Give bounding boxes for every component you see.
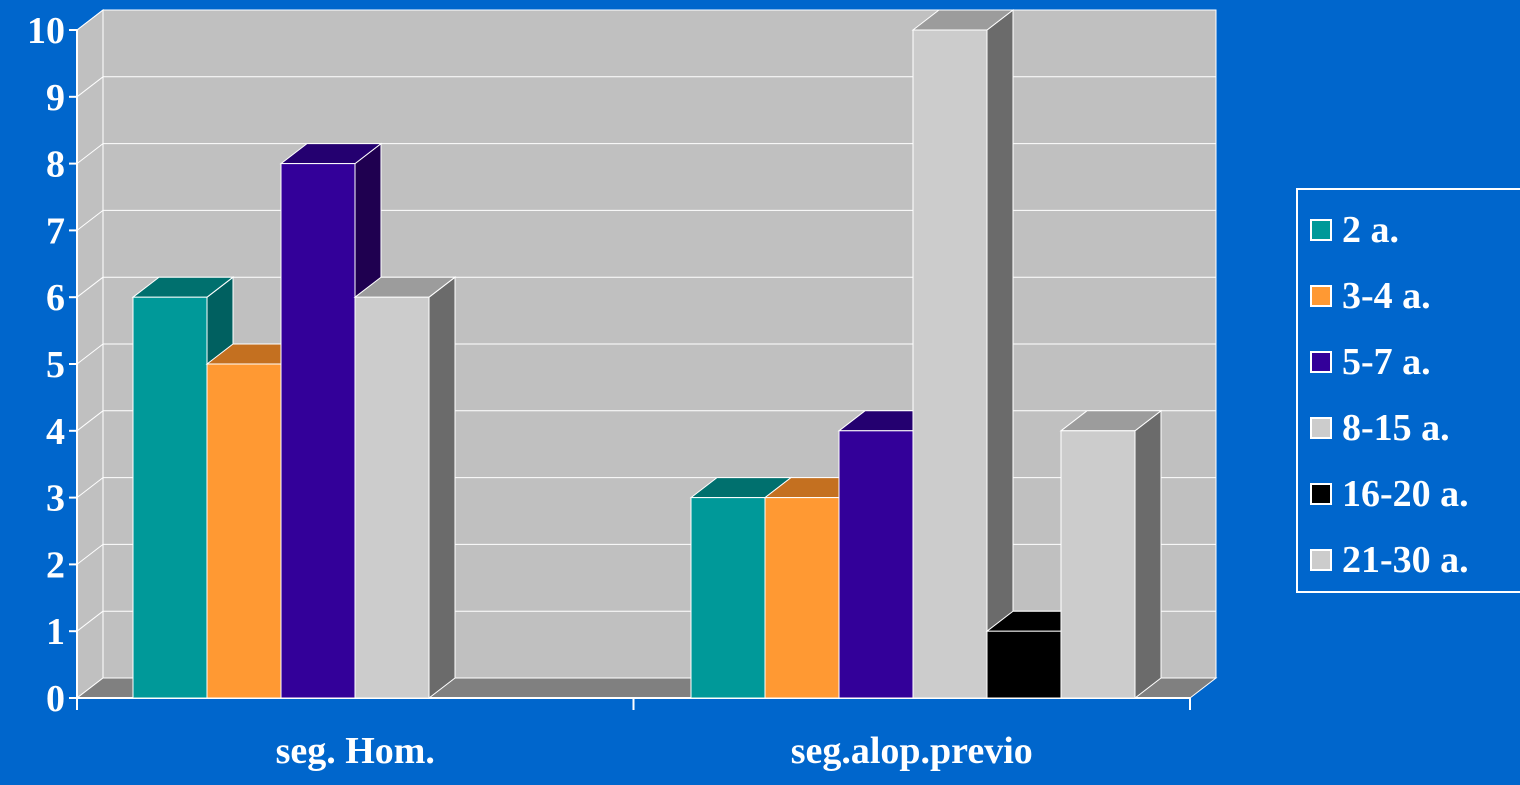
legend-label: 2 a.	[1342, 209, 1399, 251]
gridline-side	[76, 544, 104, 565]
bar	[838, 430, 914, 699]
gridline-side	[76, 210, 104, 231]
y-tick-label: 4	[46, 411, 65, 453]
legend-label: 21-30 a.	[1342, 539, 1469, 581]
y-tick-label: 5	[46, 344, 65, 386]
legend-swatch	[1310, 549, 1332, 571]
bar	[764, 497, 840, 699]
legend-label: 5-7 a.	[1342, 341, 1431, 383]
y-tick-label: 3	[46, 478, 65, 520]
bar	[912, 29, 988, 699]
y-tick-label: 1	[46, 611, 65, 653]
gridline-side	[76, 276, 104, 298]
y-tick-label: 7	[46, 210, 65, 252]
bar	[1060, 430, 1136, 699]
y-tick-label: 9	[46, 77, 65, 119]
bar-side	[428, 276, 456, 700]
legend-swatch	[1310, 483, 1332, 505]
legend-item: 16-20 a.	[1310, 464, 1469, 524]
gridline-side	[76, 610, 104, 632]
x-category-label: seg. Hom.	[276, 730, 435, 772]
gridline-side	[76, 410, 104, 432]
bar-side	[1134, 409, 1162, 700]
legend-swatch	[1310, 417, 1332, 439]
bar	[354, 296, 430, 699]
legend-item: 21-30 a.	[1310, 530, 1469, 590]
y-tick-label: 10	[27, 10, 65, 52]
bar	[206, 363, 282, 699]
bar-side	[986, 8, 1014, 700]
bar	[986, 630, 1062, 699]
legend-label: 8-15 a.	[1342, 407, 1450, 449]
bar	[690, 497, 766, 699]
bar	[132, 296, 208, 699]
gridline-side	[76, 76, 104, 98]
gridline-side	[76, 477, 104, 498]
legend-item: 8-15 a.	[1310, 398, 1450, 458]
legend-swatch	[1310, 351, 1332, 373]
legend-label: 3-4 a.	[1342, 275, 1431, 317]
legend-item: 2 a.	[1310, 200, 1399, 260]
gridline-side	[76, 343, 104, 365]
legend-swatch	[1310, 219, 1332, 241]
gridline-side	[76, 143, 104, 164]
y-tick-label: 8	[46, 144, 65, 186]
x-category-label: seg.alop.previo	[791, 730, 1033, 772]
bar	[280, 163, 356, 699]
y-tick-label: 2	[46, 544, 65, 586]
legend-label: 16-20 a.	[1342, 473, 1469, 515]
legend-item: 3-4 a.	[1310, 266, 1431, 326]
legend-swatch	[1310, 285, 1332, 307]
legend-item: 5-7 a.	[1310, 332, 1431, 392]
gridline-side	[76, 9, 104, 31]
legend: 2 a. 3-4 a. 5-7 a. 8-15 a. 16-20 a. 21-30 a.	[1296, 188, 1520, 593]
y-tick-label: 0	[46, 678, 65, 720]
y-tick-label: 6	[46, 277, 65, 319]
